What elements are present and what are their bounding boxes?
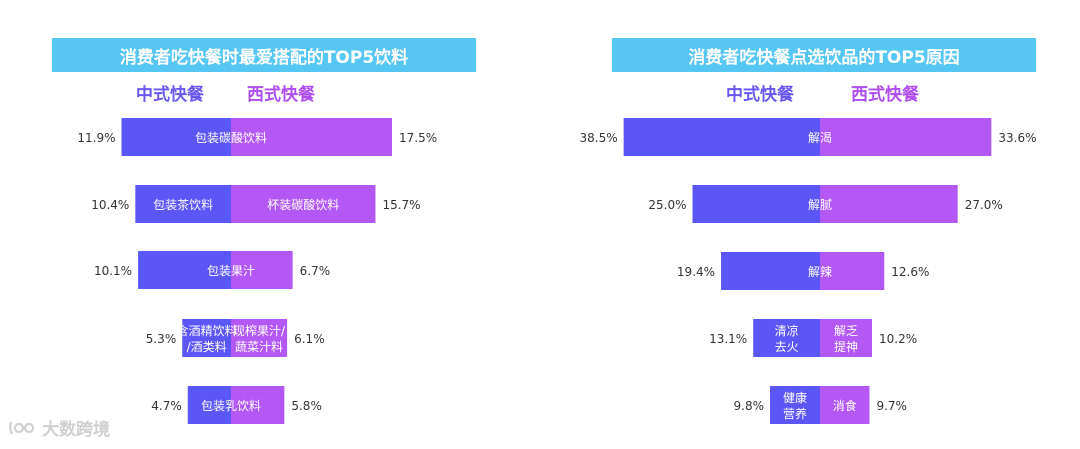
bar-chinese <box>182 319 231 357</box>
category-label: 解腻 <box>808 198 832 212</box>
category-label-chinese: 营养 <box>783 406 807 421</box>
value-label-chinese: 9.8% <box>734 399 765 413</box>
value-label-western: 12.6% <box>891 265 929 279</box>
chart-panel-drinks: 消费者吃快餐时最爱搭配的TOP5饮料 中式快餐 西式快餐 11.9% 17.5% 包… <box>52 38 476 424</box>
value-label-western: 33.6% <box>998 131 1036 145</box>
category-label-chinese: 包装茶饮料 <box>153 197 213 212</box>
bar-chinese <box>623 118 820 156</box>
category-label-chinese: 含酒精饮料 <box>177 323 237 338</box>
category-label: 包装乳饮料 <box>201 399 261 413</box>
legend-chinese: 中式快餐 <box>726 85 794 105</box>
bar-chinese <box>692 185 820 223</box>
bar-chinese <box>721 252 820 290</box>
value-label-chinese: 19.4% <box>677 265 715 279</box>
category-label: 解渴 <box>808 131 832 145</box>
value-label-western: 17.5% <box>399 131 437 145</box>
value-label-western: 6.7% <box>300 264 331 278</box>
value-label-chinese: 5.3% <box>146 332 177 346</box>
chart-title: 消费者吃快餐时最爱搭配的TOP5饮料 <box>52 38 476 72</box>
value-label-western: 9.7% <box>876 399 907 413</box>
category-label-chinese: 清凉 <box>775 323 799 338</box>
bar-western <box>231 386 285 424</box>
bar-western <box>820 252 885 290</box>
watermark: 大数跨境 <box>8 415 110 440</box>
category-label: 包装果汁 <box>207 264 255 278</box>
bar-western <box>820 118 992 156</box>
value-label-western: 10.2% <box>879 332 917 346</box>
category-label: 包装碳酸饮料 <box>195 130 267 145</box>
bar-western <box>820 386 870 424</box>
category-label-western: 解乏 <box>834 324 858 338</box>
category-label-chinese: 去火 <box>775 340 799 354</box>
bar-chinese <box>187 386 231 424</box>
category-label-western: 现榨果汁/ <box>233 323 286 338</box>
legend-western: 西式快餐 <box>851 85 919 105</box>
value-label-western: 5.8% <box>291 399 322 413</box>
legend-western: 西式快餐 <box>247 85 315 105</box>
bar-western <box>231 185 376 223</box>
bar-chinese <box>770 386 820 424</box>
bar-western <box>231 118 392 156</box>
category-label-western: 杯装碳酸饮料 <box>267 197 339 212</box>
bar-chinese <box>121 118 231 156</box>
bar-chinese <box>138 251 231 289</box>
category-label-chinese: 健康 <box>783 390 807 405</box>
legend-chinese: 中式快餐 <box>136 85 204 105</box>
value-label-chinese: 13.1% <box>709 332 747 346</box>
category-label-western: 提神 <box>834 339 858 354</box>
bar-chinese <box>753 319 820 357</box>
value-label-chinese: 11.9% <box>77 131 115 145</box>
bar-western <box>231 319 288 357</box>
category-label-western: 消食 <box>833 398 857 413</box>
bar-western <box>820 319 873 357</box>
chart-panel-reasons: 消费者吃快餐点选饮品的TOP5原因 中式快餐 西式快餐 38.5% 33.6% 解渴… <box>540 0 1080 449</box>
chart-plot: 11.9% 17.5% 包装碳酸饮料 10.4% 15.7% 包装茶饮料 杯装碳酸饮料 10.… <box>77 118 437 424</box>
value-label-western: 27.0% <box>965 198 1003 212</box>
category-label-western: 蔬菜汁料 <box>235 340 283 354</box>
value-label-chinese: 38.5% <box>580 131 618 145</box>
value-label-chinese: 10.4% <box>91 198 129 212</box>
value-label-western: 15.7% <box>382 198 420 212</box>
value-label-chinese: 4.7% <box>151 399 182 413</box>
value-label-western: 6.1% <box>294 332 325 346</box>
value-label-chinese: 10.1% <box>94 264 132 278</box>
chart-plot: 38.5% 33.6% 解渴 25.0% 27.0% 解腻 19.4% 12.6% 解辣 13.1… <box>580 118 1036 424</box>
category-label: 解辣 <box>808 265 832 279</box>
bar-western <box>231 251 293 289</box>
category-label-chinese: /酒类料 <box>187 340 227 354</box>
chart-title: 消费者吃快餐点选饮品的TOP5原因 <box>612 38 1036 72</box>
value-label-chinese: 25.0% <box>648 198 686 212</box>
bar-chinese <box>135 185 231 223</box>
logo-icon <box>9 421 35 434</box>
bar-western <box>820 185 958 223</box>
watermark-text: 大数跨境 <box>42 420 110 440</box>
